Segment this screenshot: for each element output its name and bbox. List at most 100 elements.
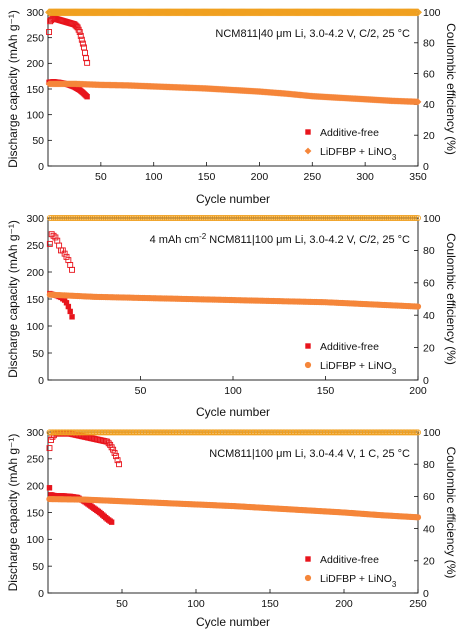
data-point (52, 234, 59, 241)
y2-tick-label: 100 (423, 7, 441, 19)
y-tick-label: 150 (26, 84, 44, 96)
data-point (413, 214, 420, 221)
y2-tick-label: 60 (423, 278, 435, 290)
data-point (59, 247, 66, 254)
x-tick-label: 200 (335, 598, 353, 610)
y-tick-label: 250 (26, 240, 44, 252)
data-point (63, 253, 70, 260)
legend-label-lidfbp: LiDFBP + LiNO3 (320, 146, 397, 162)
data-point (46, 29, 53, 35)
legend-marker-lidfbp (304, 361, 312, 369)
data-point (414, 214, 421, 221)
data-point (77, 32, 84, 39)
series-capacity-lidfbp (45, 80, 422, 106)
series-ce-additive-free (46, 231, 76, 273)
y-tick-label: 200 (26, 480, 44, 492)
chart-panel-1: 0 50 100 150 200 250 300 0 20 40 60 80 100 50 100 150 20… (6, 7, 458, 206)
y2-tick-label: 20 (423, 556, 435, 568)
y-tick-label: 300 (26, 213, 44, 225)
y-tick-label: 250 (26, 454, 44, 466)
legend-label-lidfbp: LiDFBP + LiNO3 (320, 573, 397, 589)
data-point (105, 440, 112, 447)
data-point (116, 461, 122, 468)
y2-tick-label: 60 (423, 68, 435, 80)
y-tick-label: 50 (32, 135, 44, 147)
data-point (61, 250, 68, 257)
y-axis-title: Discharge capacity (mAh g⁻¹) (6, 220, 20, 378)
data-point (84, 59, 91, 66)
legend-marker-additive-free (305, 556, 311, 562)
x-tick-label: 50 (135, 385, 147, 397)
legend-label-additive-free: Additive-free (320, 341, 379, 353)
data-point (414, 514, 422, 521)
legend: Additive-free LiDFBP + LiNO3 (304, 127, 397, 162)
data-point (56, 242, 63, 249)
x-tick-label: 100 (145, 171, 163, 183)
panel-annotation: NCM811|100 μm Li, 3.0-4.4 V, 1 C, 25 °C (209, 448, 410, 460)
data-point (78, 36, 85, 43)
data-point (414, 8, 422, 17)
series-capacity-lidfbp (46, 291, 422, 310)
series-ce-additive-free (46, 430, 122, 468)
y2-tick-label: 80 (423, 38, 435, 50)
data-point (414, 429, 421, 436)
x-tick-label: 150 (261, 598, 279, 610)
data-point (110, 446, 117, 453)
data-point (46, 445, 53, 452)
x-tick-label: 250 (304, 171, 322, 183)
legend-marker-additive-free (305, 129, 311, 135)
y-tick-label: 300 (26, 7, 44, 19)
data-point (414, 98, 422, 106)
x-tick-label: 100 (224, 385, 242, 397)
y2-tick-label: 0 (423, 588, 429, 600)
y2-tick-label: 0 (423, 375, 429, 387)
x-tick-label: 350 (409, 171, 427, 183)
legend-label-additive-free: Additive-free (320, 127, 379, 139)
y-tick-label: 100 (26, 321, 44, 333)
data-point (48, 437, 54, 443)
data-point (54, 237, 61, 244)
y-axis-title: Discharge capacity (mAh g⁻¹) (6, 10, 20, 168)
x-tick-label: 200 (251, 171, 269, 183)
data-point (114, 457, 121, 464)
x-tick-label: 150 (198, 171, 216, 183)
data-point (79, 40, 86, 47)
legend-marker-lidfbp (304, 147, 312, 155)
x-tick-label: 50 (95, 171, 107, 183)
y-tick-label: 0 (38, 161, 44, 173)
legend-marker-additive-free (305, 343, 311, 349)
series-ce-lidfbp-ce (45, 8, 422, 17)
x-tick-label: 250 (409, 598, 427, 610)
series-ce-additive-free (46, 15, 91, 66)
y2-axis-title: Coulombic efficiency (%) (444, 233, 458, 365)
data-point (113, 453, 120, 460)
data-point (67, 308, 73, 315)
series-capacity-lidfbp (46, 495, 422, 521)
data-point (76, 29, 83, 35)
y2-tick-label: 0 (423, 161, 429, 173)
data-point (411, 8, 420, 17)
data-point (410, 8, 419, 17)
x-axis-title: Cycle number (196, 615, 270, 629)
data-point (63, 300, 70, 306)
y2-axis-title: Coulombic efficiency (%) (444, 23, 458, 155)
legend: Additive-free LiDFBP + LiNO3 (304, 554, 397, 589)
legend: Additive-free LiDFBP + LiNO3 (304, 341, 397, 375)
data-point (69, 314, 75, 320)
x-axis-title: Cycle number (196, 405, 270, 419)
legend-label-additive-free: Additive-free (320, 554, 379, 566)
x-tick-label: 50 (116, 598, 128, 610)
y-tick-label: 200 (26, 267, 44, 279)
data-point (69, 266, 76, 273)
data-point (84, 94, 90, 100)
series-capacity-additive-free (46, 485, 115, 525)
x-tick-label: 100 (187, 598, 205, 610)
y-tick-label: 100 (26, 109, 44, 121)
y2-tick-label: 60 (423, 491, 435, 503)
y-tick-label: 0 (38, 375, 44, 387)
data-point (50, 232, 57, 239)
series-ce-lidfbp-ce (46, 429, 421, 436)
y-tick-label: 200 (26, 58, 44, 70)
data-point (82, 49, 88, 56)
